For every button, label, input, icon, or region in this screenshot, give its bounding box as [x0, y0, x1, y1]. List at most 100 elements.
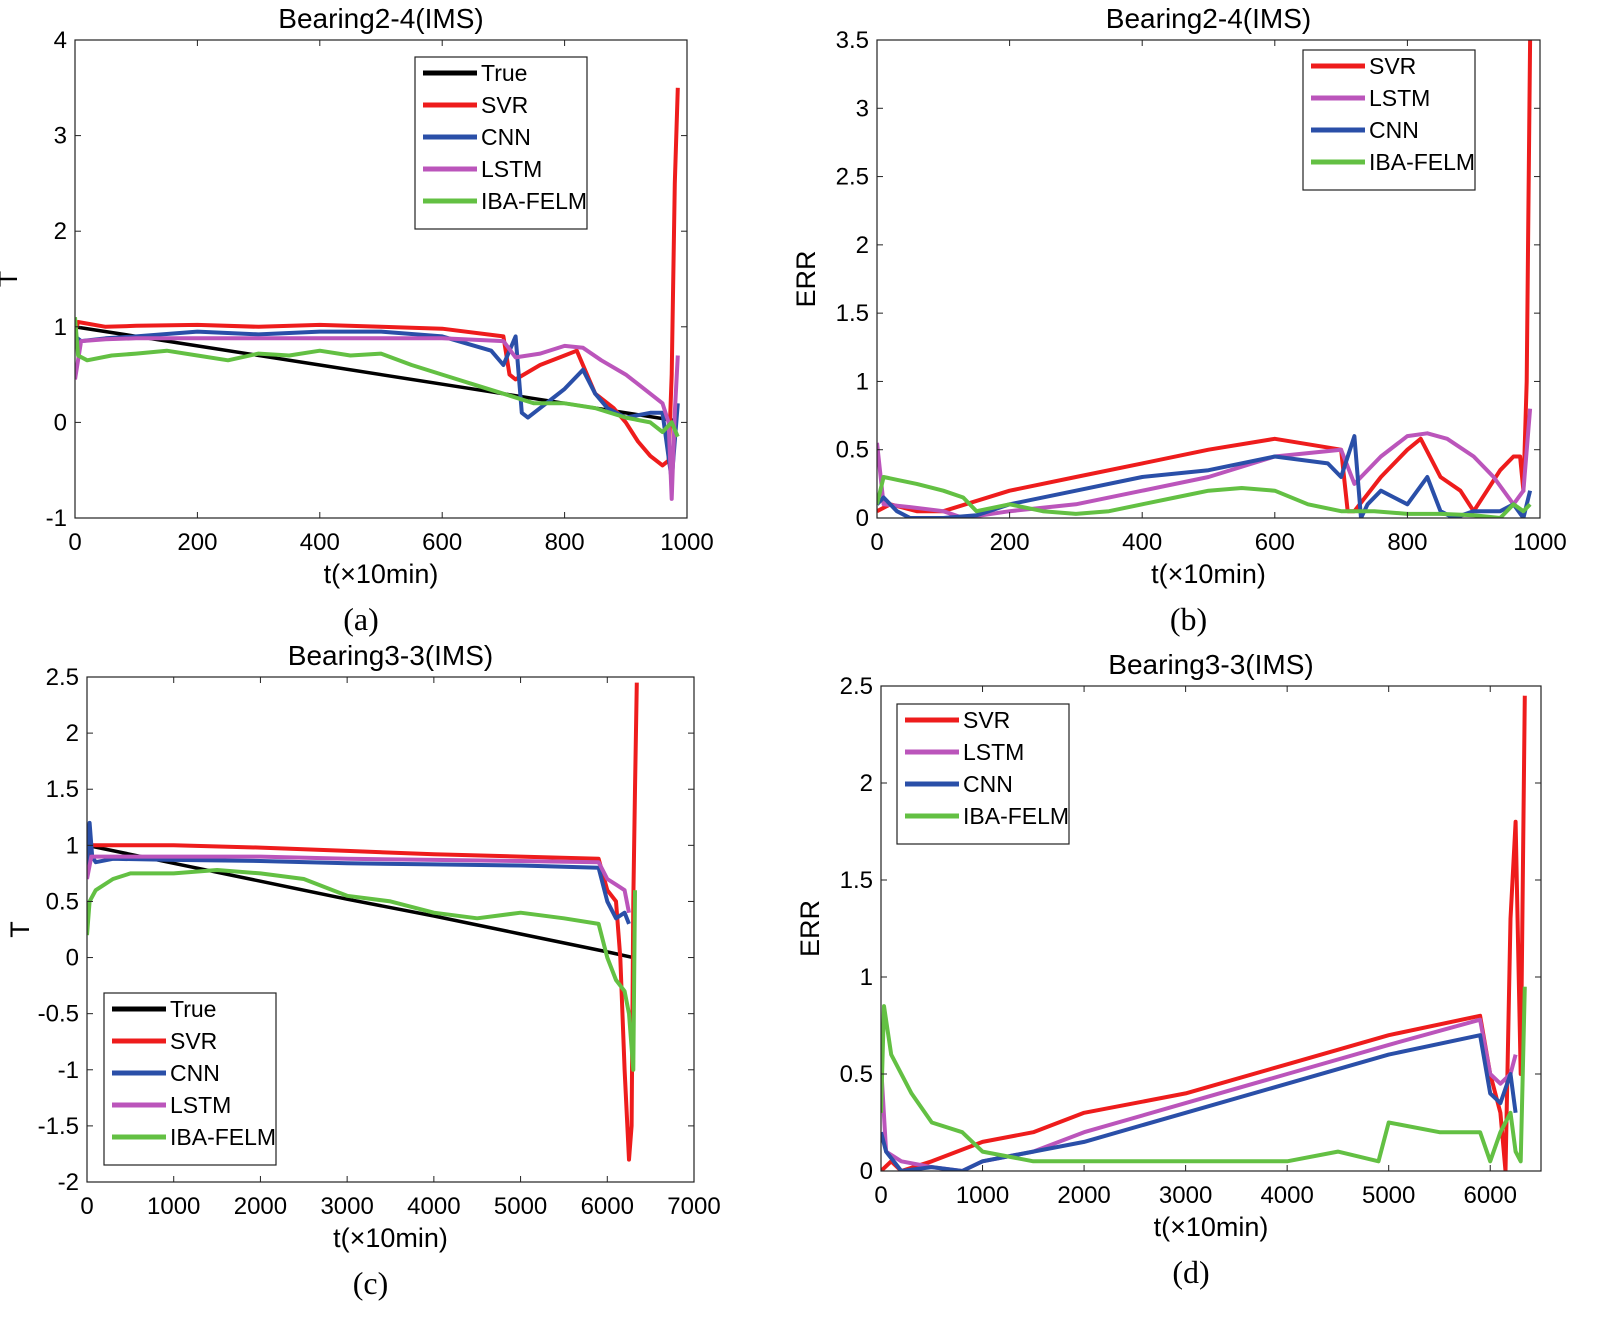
chart-title: Bearing3-3(IMS)	[288, 640, 493, 671]
x-tick-label: 5000	[1362, 1182, 1415, 1209]
legend-label-iba-felm: IBA-FELM	[963, 803, 1069, 829]
y-tick-label: -1.5	[38, 1113, 79, 1140]
y-tick-label: 0.5	[46, 888, 79, 915]
legend-label-lstm: LSTM	[170, 1092, 231, 1118]
chart-c: 0 1000 2000 3000 4000 5000 6000 7000 -2 -1.5 -1 -0.…	[5, 640, 721, 1301]
series-lines	[75, 87, 680, 501]
y-tick-label: 0	[54, 409, 67, 436]
x-axis-label: t(×10min)	[1154, 1212, 1269, 1242]
y-axis-label: T	[0, 271, 23, 288]
y-tick-label: 1	[66, 832, 79, 859]
x-tick-label: 6000	[1464, 1182, 1517, 1209]
x-tick-label: 2000	[234, 1193, 287, 1220]
y-tick-label: 2	[66, 720, 79, 747]
series-line-iba-felm	[877, 475, 1532, 518]
series-line-svr	[881, 695, 1527, 1171]
y-tick-label: -0.5	[38, 1001, 79, 1028]
legend-label-iba-felm: IBA-FELM	[170, 1124, 276, 1150]
series-lines	[881, 695, 1527, 1171]
series-line-lstm	[87, 854, 631, 914]
x-tick-label: 3000	[1159, 1182, 1212, 1209]
y-tick-label: -1	[58, 1057, 79, 1084]
series-line-lstm	[75, 336, 680, 501]
panel-caption: (d)	[1172, 1254, 1209, 1290]
x-tick-label: 800	[545, 529, 585, 556]
y-tick-label: 3	[54, 123, 67, 150]
chart-title: Bearing3-3(IMS)	[1108, 649, 1313, 680]
y-tick-label: 1.5	[840, 867, 873, 894]
x-tick-label: 2000	[1057, 1182, 1110, 1209]
series-line-lstm	[877, 408, 1533, 518]
legend-label-svr: SVR	[1369, 53, 1416, 79]
x-axis-label: t(×10min)	[324, 559, 439, 589]
y-tick-label: 2	[856, 232, 869, 259]
y-tick-label: 1	[856, 368, 869, 395]
series-line-svr	[877, 40, 1533, 514]
y-tick-label: 3.5	[836, 27, 869, 54]
chart-title: Bearing2-4(IMS)	[278, 3, 483, 34]
x-tick-label: 200	[990, 529, 1030, 556]
x-axis-label: t(×10min)	[333, 1223, 448, 1253]
x-tick-label: 7000	[667, 1193, 720, 1220]
x-tick-label: 600	[422, 529, 462, 556]
series-line-lstm	[881, 1017, 1518, 1171]
x-tick-label: 0	[874, 1182, 887, 1209]
x-tick-label: 400	[1122, 529, 1162, 556]
y-tick-label: 3	[856, 95, 869, 122]
legend: SVR LSTM CNN IBA-FELM	[1302, 49, 1476, 191]
x-tick-label: 1000	[660, 529, 713, 556]
legend-label-cnn: CNN	[170, 1060, 220, 1086]
x-tick-label: 1000	[1513, 529, 1566, 556]
x-tick-label: 5000	[494, 1193, 547, 1220]
x-tick-label: 0	[68, 529, 81, 556]
y-tick-label: 0	[856, 505, 869, 532]
x-axis-label: t(×10min)	[1151, 559, 1266, 589]
x-tick-label: 0	[80, 1193, 93, 1220]
axes-box	[880, 685, 1542, 1172]
legend-label-lstm: LSTM	[963, 739, 1024, 765]
y-tick-label: 1	[54, 314, 67, 341]
x-tick-label: 4000	[1260, 1182, 1313, 1209]
panel-caption: (a)	[343, 601, 379, 637]
chart-b: 0 200 400 600 800 1000 0 0.5 1 1.5 2 2.5 3 3.5 Bearing…	[791, 3, 1567, 637]
series-line-svr	[75, 87, 680, 468]
legend-label-svr: SVR	[481, 92, 528, 118]
y-tick-label: 1.5	[836, 300, 869, 327]
axes-box	[74, 39, 688, 519]
legend-box	[1302, 49, 1476, 191]
legend-box	[896, 703, 1070, 845]
axes-box	[876, 39, 1541, 519]
x-tick-label: 400	[300, 529, 340, 556]
x-tick-label: 600	[1255, 529, 1295, 556]
y-tick-label: -1	[46, 505, 67, 532]
series-lines	[877, 40, 1533, 518]
x-tick-label: 1000	[956, 1182, 1009, 1209]
x-tick-label: 800	[1387, 529, 1427, 556]
series-line-iba-felm	[881, 986, 1527, 1164]
y-tick-label: 1	[860, 964, 873, 991]
series-line-true	[87, 843, 634, 960]
chart-d: 0 1000 2000 3000 4000 5000 6000 0 0.5 1 1.5 2 2.5 Bea…	[795, 649, 1542, 1290]
y-axis-label: ERR	[795, 900, 825, 957]
axes-box	[86, 676, 695, 1183]
legend-label-cnn: CNN	[963, 771, 1013, 797]
series-line-cnn	[881, 1033, 1518, 1171]
legend-label-svr: SVR	[963, 707, 1010, 733]
legend-label-lstm: LSTM	[481, 156, 542, 182]
legend-label-lstm: LSTM	[1369, 85, 1430, 111]
y-tick-label: 2.5	[836, 164, 869, 191]
legend-label-true: True	[170, 996, 216, 1022]
x-tick-label: 4000	[407, 1193, 460, 1220]
x-tick-label: 6000	[581, 1193, 634, 1220]
y-tick-label: 0	[66, 945, 79, 972]
series-line-iba-felm	[87, 868, 637, 1072]
x-tick-label: 200	[177, 529, 217, 556]
y-axis-label: T	[5, 921, 35, 938]
y-axis-label: ERR	[791, 250, 821, 307]
plot-area	[75, 40, 687, 518]
legend-label-cnn: CNN	[1369, 117, 1419, 143]
y-tick-label: 0.5	[840, 1061, 873, 1088]
y-tick-label: 1.5	[46, 776, 79, 803]
legend-label-svr: SVR	[170, 1028, 217, 1054]
legend-label-iba-felm: IBA-FELM	[1369, 149, 1475, 175]
